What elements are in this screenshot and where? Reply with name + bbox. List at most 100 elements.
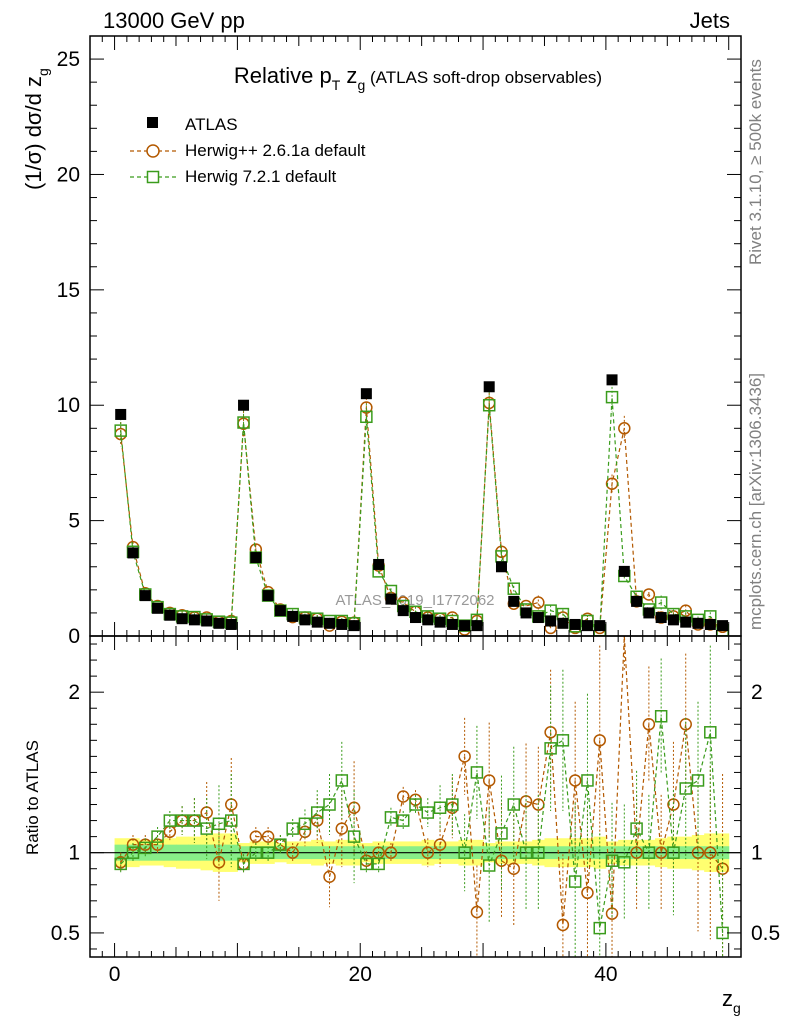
legend-marker-herwigpp (146, 144, 160, 158)
header-left: 13000 GeV pp (103, 8, 245, 33)
ratio-point-herwig7 (261, 846, 275, 859)
ratio-point-herwig7 (519, 846, 533, 859)
y-tick-label: 15 (57, 279, 80, 302)
ratio-point-herwig7 (310, 806, 324, 819)
data-point-herwig7 (507, 582, 521, 595)
data-point-herwig7 (360, 410, 373, 424)
ratio-point-herwig7 (495, 827, 508, 840)
data-point-atlas (360, 388, 372, 400)
ratio-point-herwig7 (568, 875, 582, 888)
mcplots-label: mcplots.cern.ch [arXiv:1306.3436] (746, 373, 765, 630)
data-layer (114, 374, 729, 957)
ratio-point-herwigpp (126, 838, 140, 851)
data-point-atlas (520, 607, 532, 619)
ratio-point-herwig7 (249, 846, 263, 859)
x-tick-label: 20 (349, 963, 372, 986)
ratio-point-herwig7 (556, 734, 570, 747)
data-point-herwigpp (642, 588, 656, 601)
data-point-atlas (348, 620, 360, 632)
ratio-point-herwigpp (335, 822, 349, 835)
ratio-point-herwig7 (163, 814, 177, 827)
ratio-y-tick-label-right: 0.5 (751, 922, 780, 945)
ratio-point-herwigpp (556, 918, 570, 932)
ratio-point-herwig7 (139, 841, 152, 855)
ratio-point-herwigpp (507, 862, 521, 875)
ratio-point-herwig7 (274, 838, 287, 851)
ratio-point-herwig7 (175, 814, 189, 827)
data-point-atlas (373, 558, 385, 570)
y-tick-label: 25 (57, 48, 80, 71)
y-tick-label: 0 (68, 625, 80, 648)
x-tick-label: 0 (109, 963, 121, 986)
data-point-atlas (545, 615, 557, 627)
ratio-point-herwig7 (470, 766, 484, 779)
title-suffix: (ATLAS soft-drop observables) (365, 68, 602, 87)
ratio-point-herwig7 (347, 830, 361, 843)
ratio-point-herwig7 (642, 846, 656, 859)
y-axis-label-main: (1/σ) dσ/d z (21, 76, 46, 190)
y-tick-label: 20 (57, 163, 80, 186)
ratio-point-herwig7 (581, 774, 594, 787)
ratio-point-herwig7 (298, 817, 312, 831)
data-point-herwig7 (654, 596, 668, 609)
data-point-atlas (410, 612, 421, 624)
data-point-atlas (238, 399, 250, 411)
data-point-atlas (311, 616, 323, 628)
ratio-point-herwigpp (212, 856, 226, 869)
ratio-point-herwig7 (200, 822, 213, 835)
ratio-point-herwig7 (396, 814, 410, 827)
data-point-atlas (262, 590, 274, 602)
ratio-point-herwig7 (679, 782, 692, 795)
ratio-point-herwigpp (470, 905, 484, 919)
data-point-atlas (606, 374, 618, 386)
data-point-atlas (422, 614, 434, 626)
data-point-atlas (631, 595, 643, 607)
title-sub2: g (357, 77, 365, 93)
data-point-atlas (225, 618, 237, 630)
data-point-atlas (434, 616, 446, 628)
ratio-point-herwig7 (114, 857, 127, 871)
legend-label-atlas: ATLAS (185, 115, 238, 134)
data-point-atlas (643, 607, 655, 619)
x-axis-label-sub: g (733, 1000, 741, 1016)
data-point-atlas (164, 609, 176, 621)
y-axis-label: (1/σ) dσ/d zg (21, 68, 51, 190)
data-point-atlas (336, 618, 348, 630)
ratio-point-herwigpp (433, 838, 447, 851)
ratio-point-herwig7 (372, 857, 385, 871)
ratio-y-tick-label-right: 2 (751, 681, 763, 704)
plot-title: Relative pT zg (ATLAS soft-drop observab… (234, 63, 602, 93)
ratio-point-herwig7 (151, 830, 164, 843)
ratio-point-herwigpp (642, 718, 656, 731)
data-point-herwig7 (237, 416, 250, 429)
data-point-atlas (176, 613, 188, 625)
title-main: Relative p (234, 63, 332, 88)
ratio-point-herwig7 (360, 857, 373, 871)
ratio-point-herwigpp (261, 830, 275, 843)
data-point-atlas (618, 565, 630, 577)
ratio-point-herwigpp (581, 886, 594, 900)
legend-marker-atlas (147, 117, 158, 128)
ratio-point-herwigpp (384, 846, 398, 859)
data-point-atlas (655, 612, 667, 624)
ratio-point-herwigpp (495, 854, 508, 867)
ratio-point-herwigpp (310, 814, 324, 827)
x-axis-label-main: z (722, 986, 733, 1011)
title-mid: z (340, 63, 357, 88)
ratio-point-herwig7 (225, 814, 238, 827)
data-point-herwig7 (605, 390, 619, 404)
ratio-point-herwig7 (482, 859, 496, 872)
ratio-point-herwig7 (654, 710, 668, 723)
legend: ATLAS Herwig++ 2.6.1a default Herwig 7.2… (130, 115, 366, 186)
ratio-line-herwigpp (120, 635, 724, 925)
ratio-point-herwigpp (458, 750, 471, 763)
data-point-atlas (324, 617, 336, 629)
ratio-point-herwigpp (249, 830, 263, 843)
data-point-atlas (483, 381, 495, 393)
ratio-point-herwigpp (396, 790, 410, 803)
title-sub1: T (332, 77, 341, 93)
ratio-point-herwigpp (482, 774, 496, 787)
data-point-atlas (287, 610, 299, 622)
ratio-y-tick-label: 0.5 (51, 922, 80, 945)
